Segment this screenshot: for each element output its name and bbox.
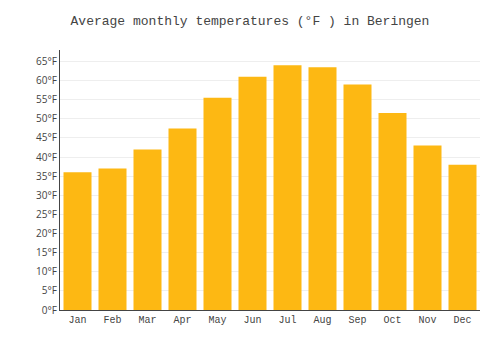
svg-text:5°F: 5°F xyxy=(42,283,57,297)
svg-text:20°F: 20°F xyxy=(36,226,57,240)
svg-text:Jan: Jan xyxy=(68,315,86,326)
svg-text:45°F: 45°F xyxy=(36,130,57,144)
svg-text:Apr: Apr xyxy=(173,315,191,326)
svg-text:65°F: 65°F xyxy=(36,54,57,68)
svg-text:Nov: Nov xyxy=(418,315,436,326)
svg-text:0°F: 0°F xyxy=(42,303,57,317)
svg-text:Jul: Jul xyxy=(278,315,296,326)
svg-text:50°F: 50°F xyxy=(36,111,57,125)
svg-text:Oct: Oct xyxy=(383,315,401,326)
svg-text:30°F: 30°F xyxy=(36,188,57,202)
svg-text:35°F: 35°F xyxy=(36,169,57,183)
svg-text:60°F: 60°F xyxy=(36,73,57,87)
svg-text:40°F: 40°F xyxy=(36,150,57,164)
svg-text:15°F: 15°F xyxy=(36,245,57,259)
svg-text:10°F: 10°F xyxy=(36,264,57,278)
svg-text:Dec: Dec xyxy=(453,315,471,326)
svg-text:Feb: Feb xyxy=(103,315,121,326)
svg-text:Jun: Jun xyxy=(243,315,261,326)
svg-text:Mar: Mar xyxy=(138,315,156,326)
svg-text:25°F: 25°F xyxy=(36,207,57,221)
svg-text:Average monthly temperatures (: Average monthly temperatures (°F ) in Be… xyxy=(71,14,430,29)
svg-text:May: May xyxy=(208,315,226,326)
svg-text:Aug: Aug xyxy=(313,315,331,326)
svg-text:55°F: 55°F xyxy=(36,92,57,106)
svg-text:Sep: Sep xyxy=(348,315,366,326)
